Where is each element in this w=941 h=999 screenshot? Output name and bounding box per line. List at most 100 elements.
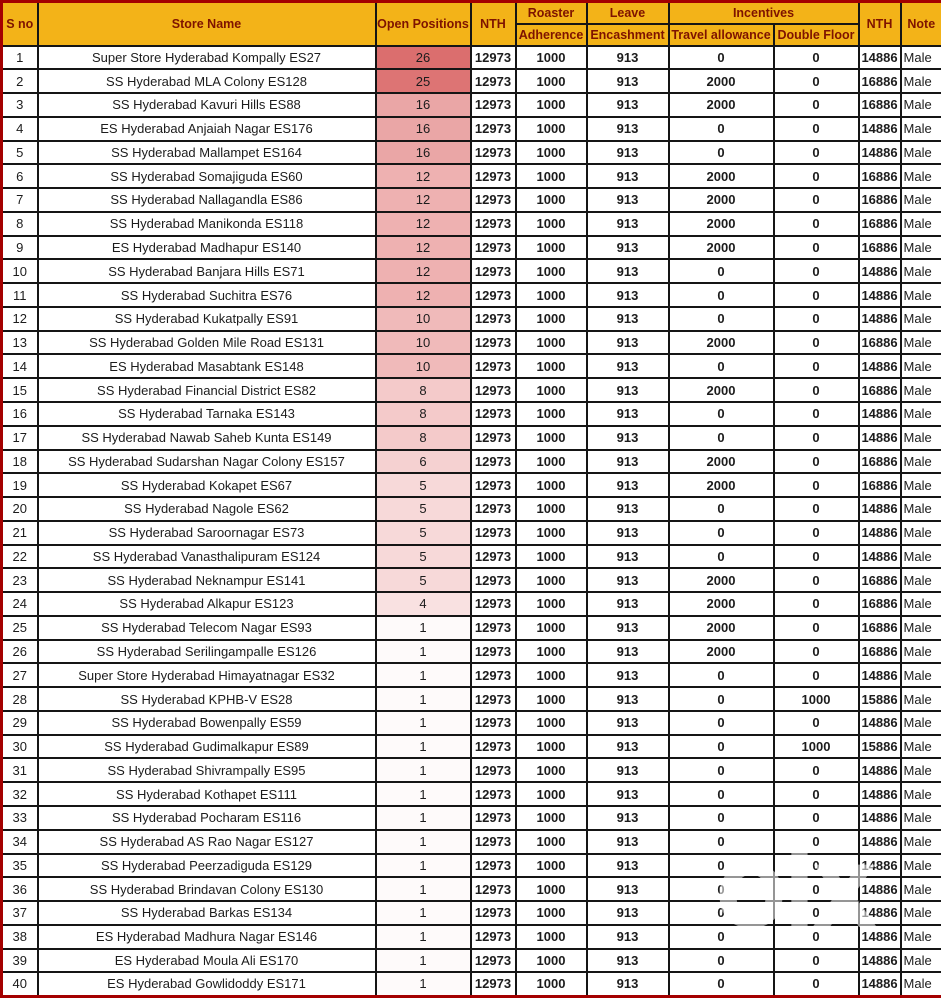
cell-adherence: 1000 [514, 733, 588, 760]
table-row: 37 SS Hyderabad Barkas ES134 1 12973 100… [0, 900, 941, 926]
cell-open-positions: 16 [374, 115, 472, 142]
cell-serial-number: 20 [0, 496, 39, 522]
cell-double-floor: 0 [772, 638, 860, 665]
cell-open-positions: 16 [374, 92, 472, 118]
cell-travel-allowance: 0 [667, 805, 775, 831]
cell-double-floor: 0 [772, 187, 860, 213]
cell-note: Male [899, 400, 941, 427]
cell-adherence: 1000 [514, 282, 588, 308]
header-open-positions: Open Positions [374, 0, 472, 47]
table-row: 2 SS Hyderabad MLA Colony ES128 25 12973… [0, 68, 941, 95]
cell-travel-allowance: 0 [667, 900, 775, 926]
cell-open-positions: 1 [374, 614, 472, 641]
cell-encashment: 913 [585, 733, 670, 760]
cell-serial-number: 23 [0, 567, 39, 594]
cell-note: Male [899, 519, 941, 546]
cell-encashment: 913 [585, 686, 670, 712]
cell-travel-allowance: 0 [667, 424, 775, 451]
header-travel-allowance: Travel allowance [667, 22, 775, 47]
cell-nth-total: 14886 [857, 519, 902, 546]
cell-encashment: 913 [585, 472, 670, 499]
cell-open-positions: 1 [374, 828, 472, 855]
cell-note: Male [899, 68, 941, 95]
cell-travel-allowance: 0 [667, 258, 775, 285]
table-row: 1 Super Store Hyderabad Kompally ES27 26… [0, 44, 941, 71]
cell-open-positions: 12 [374, 282, 472, 308]
cell-adherence: 1000 [514, 329, 588, 356]
cell-travel-allowance: 2000 [667, 163, 775, 190]
cell-travel-allowance: 2000 [667, 210, 775, 237]
table-row: 25 SS Hyderabad Telecom Nagar ES93 1 129… [0, 614, 941, 641]
table-row: 26 SS Hyderabad Serilingampalle ES126 1 … [0, 638, 941, 665]
cell-open-positions: 1 [374, 709, 472, 736]
table-row: 10 SS Hyderabad Banjara Hills ES71 12 12… [0, 258, 941, 285]
cell-adherence: 1000 [514, 971, 588, 998]
cell-encashment: 913 [585, 448, 670, 475]
cell-note: Male [899, 591, 941, 617]
table-row: 35 SS Hyderabad Peerzadiguda ES129 1 129… [0, 852, 941, 879]
cell-adherence: 1000 [514, 115, 588, 142]
cell-adherence: 1000 [514, 258, 588, 285]
cell-serial-number: 4 [0, 115, 39, 142]
cell-open-positions: 1 [374, 876, 472, 903]
cell-travel-allowance: 0 [667, 876, 775, 903]
cell-store-name: SS Hyderabad Kavuri Hills ES88 [36, 92, 377, 118]
cell-note: Male [899, 876, 941, 903]
cell-travel-allowance: 2000 [667, 591, 775, 617]
cell-travel-allowance: 2000 [667, 234, 775, 261]
cell-serial-number: 8 [0, 210, 39, 237]
cell-encashment: 913 [585, 353, 670, 380]
cell-store-name: SS Hyderabad Kukatpally ES91 [36, 305, 377, 332]
cell-encashment: 913 [585, 543, 670, 570]
cell-nth: 12973 [469, 258, 517, 285]
table-row: 23 SS Hyderabad Neknampur ES141 5 12973 … [0, 567, 941, 594]
cell-nth: 12973 [469, 234, 517, 261]
cell-double-floor: 1000 [772, 733, 860, 760]
cell-nth: 12973 [469, 805, 517, 831]
table-row: 4 ES Hyderabad Anjaiah Nagar ES176 16 12… [0, 115, 941, 142]
cell-nth: 12973 [469, 876, 517, 903]
cell-serial-number: 18 [0, 448, 39, 475]
cell-serial-number: 6 [0, 163, 39, 190]
cell-store-name: SS Hyderabad Kokapet ES67 [36, 472, 377, 499]
cell-adherence: 1000 [514, 709, 588, 736]
cell-travel-allowance: 2000 [667, 92, 775, 118]
cell-serial-number: 35 [0, 852, 39, 879]
cell-nth-total: 16886 [857, 591, 902, 617]
table-row: 19 SS Hyderabad Kokapet ES67 5 12973 100… [0, 472, 941, 499]
cell-travel-allowance: 2000 [667, 68, 775, 95]
cell-nth: 12973 [469, 757, 517, 784]
cell-travel-allowance: 0 [667, 305, 775, 332]
cell-note: Male [899, 258, 941, 285]
cell-adherence: 1000 [514, 805, 588, 831]
cell-double-floor: 0 [772, 543, 860, 570]
cell-nth: 12973 [469, 282, 517, 308]
cell-nth-total: 14886 [857, 828, 902, 855]
cell-open-positions: 12 [374, 258, 472, 285]
cell-store-name: SS Hyderabad Gudimalkapur ES89 [36, 733, 377, 760]
cell-serial-number: 5 [0, 139, 39, 166]
cell-travel-allowance: 0 [667, 923, 775, 950]
cell-encashment: 913 [585, 282, 670, 308]
cell-nth: 12973 [469, 210, 517, 237]
cell-adherence: 1000 [514, 876, 588, 903]
cell-encashment: 913 [585, 709, 670, 736]
cell-nth: 12973 [469, 44, 517, 71]
cell-travel-allowance: 0 [667, 543, 775, 570]
cell-double-floor: 0 [772, 900, 860, 926]
table-row: 33 SS Hyderabad Pocharam ES116 1 12973 1… [0, 805, 941, 831]
cell-nth-total: 14886 [857, 115, 902, 142]
cell-store-name: SS Hyderabad Manikonda ES118 [36, 210, 377, 237]
cell-store-name: SS Hyderabad Brindavan Colony ES130 [36, 876, 377, 903]
cell-travel-allowance: 2000 [667, 377, 775, 403]
cell-nth-total: 14886 [857, 353, 902, 380]
cell-nth-total: 16886 [857, 472, 902, 499]
cell-nth: 12973 [469, 329, 517, 356]
cell-store-name: SS Hyderabad Kothapet ES111 [36, 781, 377, 807]
cell-adherence: 1000 [514, 923, 588, 950]
cell-store-name: SS Hyderabad Sudarshan Nagar Colony ES15… [36, 448, 377, 475]
table-row: 5 SS Hyderabad Mallampet ES164 16 12973 … [0, 139, 941, 166]
table-header: S no Store Name Open Positions NTH Roast… [0, 0, 941, 47]
cell-note: Male [899, 496, 941, 522]
cell-encashment: 913 [585, 187, 670, 213]
